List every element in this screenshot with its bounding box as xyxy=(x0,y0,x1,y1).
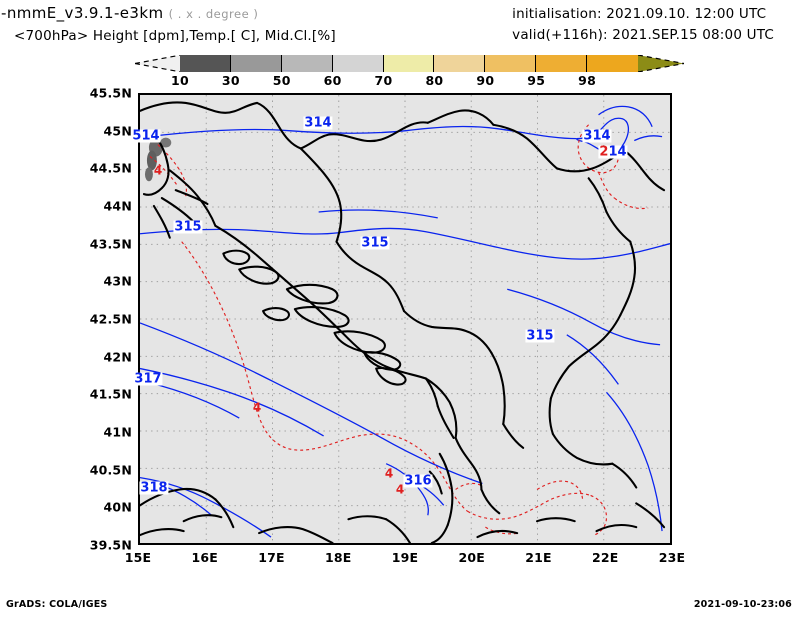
temperature-contours xyxy=(149,124,649,536)
colorbar-segment xyxy=(332,55,384,72)
x-axis-tick: 17E xyxy=(258,550,285,565)
coastlines-and-borders xyxy=(140,101,666,543)
y-axis-tick: 41.5N xyxy=(89,386,132,402)
height-contour-label: 318 xyxy=(139,480,169,496)
temperature-contour-label: 4 xyxy=(252,400,262,415)
colorbar-tick: 80 xyxy=(425,73,444,88)
y-axis-tick: 40N xyxy=(103,499,132,515)
colorbar-segment xyxy=(434,55,486,72)
height-contour-label: 316 xyxy=(403,473,433,489)
cloud-cover-colorbar: 10 30 50 60 70 80 90 95 98 xyxy=(135,55,684,88)
x-axis-tick: 20E xyxy=(458,550,486,565)
model-title-line: F-nmmE_v3.9.1-e3km ( . x . degree ) xyxy=(0,4,258,22)
colorbar-segment xyxy=(281,55,333,72)
y-axis-tick: 43.5N xyxy=(89,236,132,252)
y-axis-tick: 42.5N xyxy=(89,311,132,327)
colorbar-segment xyxy=(383,55,435,72)
x-axis-tick: 15E xyxy=(124,550,152,565)
y-axis-tick: 45N xyxy=(103,123,132,139)
colorbar-tick: 70 xyxy=(374,73,393,88)
y-axis-tick: 43N xyxy=(103,273,132,289)
x-axis-tick: 21E xyxy=(525,550,552,565)
colorbar-tick: 50 xyxy=(272,73,291,88)
height-contour-label: 214 xyxy=(598,144,628,160)
height-contour-label: 317 xyxy=(133,371,163,387)
y-axis-tick: 44.5N xyxy=(89,160,132,176)
y-axis-tick: 41N xyxy=(103,424,132,440)
generation-timestamp: 2021-09-10-23:06 xyxy=(693,599,792,610)
level-description: <700hPa> Height [dpm],Temp.[ C], Mid.Cl.… xyxy=(14,28,336,44)
colorbar-segment xyxy=(485,55,537,72)
height-contours xyxy=(140,105,670,538)
colorbar-tick: 98 xyxy=(578,73,597,88)
height-contour-label: 514 xyxy=(131,128,161,144)
colorbar-under-arrow xyxy=(135,55,181,72)
colorbar-tick: 90 xyxy=(476,73,495,88)
model-title: F-nmmE_v3.9.1-e3km xyxy=(0,4,164,22)
y-axis-tick: 42N xyxy=(103,349,132,365)
colorbar-segments xyxy=(180,55,638,72)
colorbar-segment xyxy=(587,55,638,72)
model-title-suffix: ( . x . degree ) xyxy=(168,7,259,21)
colorbar-tick: 10 xyxy=(171,73,189,88)
height-contour-label: 315 xyxy=(525,328,555,344)
temperature-contour-label: 4 xyxy=(153,163,163,178)
colorbar-segment xyxy=(180,55,231,72)
height-contour-label: 315 xyxy=(173,219,203,235)
colorbar-segment xyxy=(230,55,282,72)
x-axis-tick: 16E xyxy=(191,550,219,565)
height-contour-label: 315 xyxy=(360,235,390,251)
temperature-contour-label: 4 xyxy=(384,466,394,481)
y-axis-tick: 40.5N xyxy=(89,462,132,478)
header-right: initialisation: 2021.09.10. 12:00 UTC va… xyxy=(512,4,774,46)
initialisation-time: initialisation: 2021.09.10. 12:00 UTC xyxy=(512,6,767,22)
map-plot-area xyxy=(138,93,672,545)
y-axis-tick: 45.5N xyxy=(89,85,132,101)
height-contour-label: 314 xyxy=(303,115,333,131)
grads-source-label: GrADS: COLA/IGES xyxy=(6,599,108,610)
colorbar-tick: 60 xyxy=(323,73,342,88)
map-canvas xyxy=(140,95,670,543)
colorbar-tick: 30 xyxy=(221,73,240,88)
valid-time: valid(+116h): 2021.SEP.15 08:00 UTC xyxy=(512,27,774,43)
y-axis-tick: 44N xyxy=(103,198,132,214)
temperature-contour-label: 4 xyxy=(395,482,405,497)
colorbar-segment xyxy=(536,55,587,72)
colorbar-tick: 95 xyxy=(527,73,546,88)
x-axis-tick: 22E xyxy=(591,550,619,565)
colorbar-tick-labels: 10 30 50 60 70 80 90 95 98 xyxy=(135,72,683,88)
x-axis-tick: 18E xyxy=(324,550,352,565)
x-axis-tick: 19E xyxy=(391,550,419,565)
height-contour-label: 314 xyxy=(582,128,612,144)
x-axis-tick: 23E xyxy=(658,550,686,565)
colorbar-over-arrow xyxy=(638,55,684,72)
y-axis-tick: 39.5N xyxy=(89,537,132,553)
